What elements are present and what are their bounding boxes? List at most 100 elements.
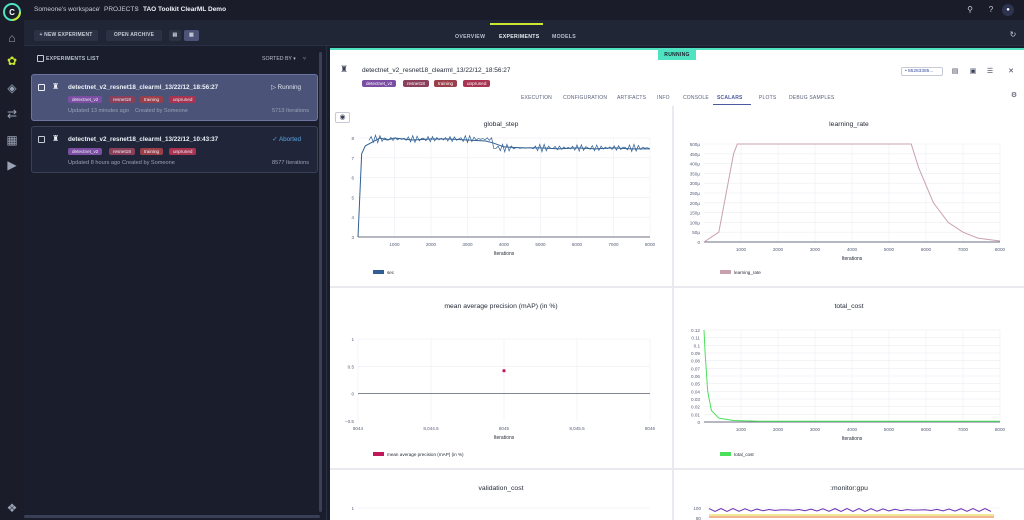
list-scrollbar[interactable] — [319, 52, 322, 512]
reports-icon[interactable]: ▦ — [6, 133, 18, 147]
menu-icon[interactable]: ☰ — [986, 68, 994, 75]
tag[interactable]: unpruned — [169, 96, 197, 103]
datasets-icon[interactable]: ◈ — [7, 81, 17, 95]
y-tick-label: −0.5 — [345, 419, 355, 424]
y-tick-label: 0 — [351, 392, 354, 397]
tab-plots[interactable]: PLOTS — [759, 95, 777, 101]
chart-panel-map: mean average precision (mAP) (in %) −0.5 0… — [330, 288, 672, 468]
legend-swatch — [720, 452, 731, 456]
details-view-toggle[interactable]: ▦ — [184, 30, 199, 41]
tab-overview[interactable]: OVERVIEW — [455, 34, 486, 40]
validation-cost-chart[interactable]: validation_cost 1 — [330, 470, 672, 520]
slack-icon[interactable]: ❖ — [6, 501, 18, 515]
breadcrumb-workspace[interactable]: Someone's workspace — [34, 6, 100, 13]
tab-artifacts[interactable]: ARTIFACTS — [617, 95, 647, 101]
home-icon[interactable]: ⌂ — [8, 31, 16, 45]
breadcrumb-project[interactable]: TAO Toolkit ClearML Demo — [143, 6, 227, 13]
y-tick-label: 8 — [351, 136, 354, 141]
legend-label: learning_rate — [734, 270, 761, 275]
experiment-checkbox[interactable] — [38, 84, 45, 91]
tag[interactable]: unpruned — [463, 80, 491, 87]
experiment-created-by: Created by Someone — [122, 160, 175, 166]
tag[interactable]: training — [140, 96, 164, 103]
list-horizontal-scrollbar[interactable] — [24, 515, 320, 518]
panel-splitter[interactable] — [326, 46, 329, 520]
tab-info[interactable]: INFO — [657, 95, 670, 101]
map-chart[interactable]: mean average precision (mAP) (in %) −0.5 0… — [330, 288, 672, 468]
pipelines-icon[interactable]: ⇄ — [6, 107, 18, 121]
tab-experiments[interactable]: EXPERIMENTS — [499, 34, 540, 40]
refresh-icon[interactable]: ↻ — [1009, 30, 1017, 39]
breadcrumb-projects[interactable]: PROJECTS — [104, 6, 139, 13]
y-tick-label: 0.5 — [348, 364, 355, 369]
chart-panel-learning-rate: learning_rate 0 50μ 100μ 150μ 200μ 250μ 300μ 350… — [674, 106, 1024, 286]
open-archive-button[interactable]: OPEN ARCHIVE — [106, 30, 162, 41]
x-tick-label: 8000 — [995, 427, 1006, 432]
tag[interactable]: detectnet_v2 — [68, 148, 103, 155]
clearml-logo[interactable]: C — [3, 3, 21, 21]
chart-title: global_step — [484, 121, 519, 128]
y-tick-label: 450μ — [690, 152, 701, 157]
x-tick-label: 8000 — [995, 247, 1006, 252]
tag[interactable]: training — [140, 148, 164, 155]
y-tick-label: 7 — [351, 156, 354, 161]
monitor-gpu-chart[interactable]: :monitor:gpu 100 80 — [674, 470, 1024, 520]
tag[interactable]: detectnet_v2 — [68, 96, 103, 103]
learning-rate-chart[interactable]: learning_rate 0 50μ 100μ 150μ 200μ 250μ 300μ 350… — [674, 106, 1024, 286]
experiment-type-icon: ♜ — [340, 64, 349, 74]
tag[interactable]: resnet18 — [109, 148, 135, 155]
scalars-grid: global_step 3 4 5 6 7 8 1000 2000 3000 4000 5000 600… — [330, 106, 1024, 520]
maximize-icon[interactable]: ▣ — [969, 68, 977, 75]
y-tick-label: 150μ — [690, 211, 701, 216]
x-tick-label: 8044 — [353, 426, 364, 431]
y-tick-label: 3 — [351, 235, 354, 240]
tab-debug-samples[interactable]: DEBUG SAMPLES — [789, 95, 835, 101]
tag[interactable]: detectnet_v2 — [362, 80, 397, 87]
select-all-checkbox[interactable] — [37, 55, 44, 62]
x-tick-label: 5000 — [884, 247, 895, 252]
new-experiment-button[interactable]: + NEW EXPERIMENT — [34, 30, 98, 41]
tag[interactable]: unpruned — [169, 148, 197, 155]
total-cost-chart[interactable]: total_cost 0 0.01 0.02 0.03 0.04 0.05 0.06 0.07 0… — [674, 288, 1024, 468]
x-tick-label: 1000 — [736, 427, 747, 432]
tag[interactable]: training — [434, 80, 458, 87]
tab-execution[interactable]: EXECUTION — [521, 95, 552, 101]
projects-icon[interactable]: ✿ — [6, 54, 18, 68]
toggle-visibility-eye-icon[interactable]: ◉ — [335, 112, 350, 123]
tag[interactable]: resnet18 — [403, 80, 429, 87]
experiment-card[interactable]: ♜ detectnet_v2_resnet18_clearml_13/22/12… — [31, 74, 318, 121]
y-tick-label: 0.09 — [691, 351, 700, 356]
experiment-title[interactable]: detectnet_v2_resnet18_clearml_13/22/12_1… — [362, 67, 511, 74]
workers-icon[interactable]: ▶ — [7, 158, 17, 172]
series-line — [703, 329, 1000, 422]
search-icon[interactable]: ⚲ — [967, 5, 973, 14]
global-step-chart[interactable]: global_step 3 4 5 6 7 8 1000 2000 3000 4000 5000 600… — [330, 106, 672, 286]
y-tick-label: 350μ — [690, 171, 701, 176]
tab-console[interactable]: CONSOLE — [683, 95, 709, 101]
experiment-checkbox[interactable] — [38, 136, 45, 143]
sorted-by-button[interactable]: SORTED BY ▾ — [262, 56, 296, 62]
x-tick-label: 6000 — [921, 427, 932, 432]
experiment-iterations: 5713 Iterations — [271, 108, 309, 114]
data-point — [502, 369, 506, 373]
experiment-created-by: Created by Someone — [135, 108, 188, 114]
experiment-id-box[interactable]: • 85283385... — [901, 67, 943, 76]
settings-gear-icon[interactable]: ⚙ — [1010, 92, 1018, 99]
x-tick-label: 1000 — [389, 242, 400, 247]
filter-icon[interactable]: ▿ — [303, 56, 307, 62]
y-tick-label: 80 — [696, 516, 702, 520]
y-tick-label: 0.01 — [691, 412, 700, 417]
tab-configuration[interactable]: CONFIGURATION — [563, 95, 608, 101]
left-nav-bar: C ⌂ ✿ ◈ ⇄ ▦ ▶ ❖ — [0, 0, 24, 520]
x-tick-label: 4000 — [499, 242, 510, 247]
experiment-card[interactable]: ♜ detectnet_v2_resnet18_clearml_13/22/12… — [31, 126, 318, 173]
console-icon[interactable]: ▤ — [951, 68, 959, 75]
list-view-toggle[interactable]: ▤ — [169, 30, 181, 41]
tag[interactable]: resnet18 — [109, 96, 135, 103]
close-icon[interactable]: ✕ — [1008, 68, 1014, 75]
tab-scalars[interactable]: SCALARS — [717, 95, 743, 101]
x-axis-label: Iterations — [494, 251, 515, 257]
user-avatar[interactable]: ● — [1002, 4, 1014, 16]
help-icon[interactable]: ? — [988, 5, 994, 14]
tab-models[interactable]: MODELS — [552, 34, 576, 40]
